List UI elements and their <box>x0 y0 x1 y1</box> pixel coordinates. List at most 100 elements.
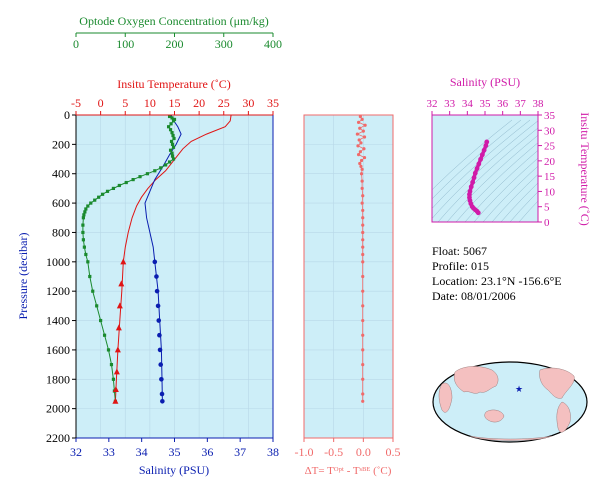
delta-point <box>361 333 365 337</box>
temperature-tick-label: 25 <box>218 96 230 110</box>
oxygen-point <box>170 116 174 120</box>
salinity-point <box>152 259 158 265</box>
ts-density-contour <box>437 127 538 222</box>
oxygen-point <box>169 139 174 144</box>
profile-series <box>81 114 232 404</box>
delta-point <box>359 141 363 145</box>
delta-point <box>358 114 362 119</box>
ts-temperature-tick-label: 20 <box>544 156 556 168</box>
delta-plot-area <box>304 115 393 438</box>
delta-point <box>360 186 364 191</box>
ts-salinity-tick-label: 37 <box>515 98 527 110</box>
profile-id: Profile: 015 <box>432 259 489 273</box>
delta-point <box>358 161 362 166</box>
ts-point <box>479 152 485 158</box>
ts-temperature-tick-label: 10 <box>544 186 556 198</box>
delta-point <box>361 348 365 352</box>
oxygen-point <box>99 318 103 323</box>
oxygen-point <box>81 238 85 242</box>
oxygen-point <box>86 260 90 264</box>
oxygen-tick-label: 200 <box>166 37 184 51</box>
salinity-tick-label: 38 <box>267 445 279 459</box>
temperature-tick-label: 10 <box>144 96 156 110</box>
ts-point <box>483 143 489 148</box>
oxygen-point <box>105 189 110 193</box>
profile-panel: 0200400600800100012001400160018002000220… <box>16 14 282 477</box>
delta-frame <box>303 114 394 439</box>
delta-point <box>361 318 365 323</box>
delta-point <box>361 377 365 381</box>
oxygen-point <box>83 210 87 214</box>
salinity-tick-label: 36 <box>201 445 213 459</box>
ts-density-contour <box>432 119 522 200</box>
oxygen-point <box>172 136 176 141</box>
ts-point <box>470 179 476 185</box>
oxygen-point <box>91 289 95 293</box>
oxygen-tick-label: 100 <box>116 37 134 51</box>
map-land-south-america <box>556 401 571 433</box>
ts-series <box>467 139 490 216</box>
float-info-block: Float: 5067 Profile: 015 Location: 23.1°… <box>432 244 562 304</box>
delta-point <box>361 238 365 242</box>
oxygen-point <box>167 114 172 119</box>
oxygen-point <box>102 333 107 337</box>
delta-ticks: -1.0 -0.5 0.0 0.5 <box>295 438 401 459</box>
delta-point <box>361 304 365 308</box>
delta-point <box>361 289 365 293</box>
temperature-tick-label: 5 <box>122 96 128 110</box>
ts-point <box>478 156 483 162</box>
delta-point <box>358 126 362 130</box>
temperature-tick-label: 0 <box>98 96 104 110</box>
ts-salinity-tick-label: 34 <box>462 98 474 110</box>
ts-point <box>476 161 482 167</box>
delta-point <box>361 245 365 249</box>
oxygen-point <box>171 145 176 149</box>
delta-point <box>361 129 365 133</box>
delta-point <box>362 135 367 139</box>
ts-plot-area <box>432 115 538 222</box>
oxygen-point <box>171 157 176 161</box>
oxygen-tick-label: 300 <box>215 37 233 51</box>
delta-point <box>361 230 365 235</box>
delta-panel: -1.0 -0.5 0.0 0.5 ΔT= Tᴼᵖᵗ - Tˢᴮᴱ (˚C) <box>295 114 401 477</box>
salinity-point <box>154 288 160 294</box>
oxygen-point <box>81 230 85 235</box>
delta-point <box>355 132 359 136</box>
pressure-tick-label: 200 <box>52 137 70 151</box>
temperature-tick-label: 30 <box>242 96 254 110</box>
delta-point <box>359 164 363 168</box>
oxygen-point <box>170 154 175 158</box>
oxygen-tick-label: 400 <box>264 37 282 51</box>
ts-temperature-tick-label: 5 <box>544 202 550 214</box>
temperature-point <box>115 324 122 331</box>
oxygen-point <box>138 175 142 179</box>
delta-axis-label: ΔT= Tᴼᵖᵗ - Tˢᴮᴱ (˚C) <box>305 465 392 477</box>
temperature-point <box>116 302 123 309</box>
delta-point <box>356 153 361 157</box>
oxygen-point <box>167 160 172 164</box>
temperature-tick-label: -5 <box>71 96 81 110</box>
oxygen-point <box>117 183 121 188</box>
ts-density-contour <box>509 191 538 222</box>
delta-series <box>355 114 367 403</box>
world-map: ★ <box>432 361 588 443</box>
salinity-tick-label: 34 <box>136 445 148 459</box>
oxygen-point <box>111 186 116 191</box>
temperature-tick-label: 15 <box>169 96 181 110</box>
ts-salinity-ticks: 32 33 34 35 36 37 38 <box>427 98 544 115</box>
oxygen-point <box>106 348 111 352</box>
salinity-tick-label: 37 <box>234 445 246 459</box>
salinity-point <box>157 332 162 338</box>
temperature-point <box>120 258 127 265</box>
delta-point <box>360 201 364 205</box>
delta-point <box>359 172 364 176</box>
ts-point <box>472 170 478 176</box>
pressure-tick-label: 1600 <box>46 343 70 357</box>
delta-point <box>362 147 366 151</box>
pressure-axis-label: Pressure (decibar) <box>16 233 30 320</box>
delta-tick-label: 0.0 <box>356 445 371 459</box>
delta-point <box>361 260 365 264</box>
map-land-africa-europe <box>438 382 453 413</box>
ts-density-contour <box>491 174 538 222</box>
delta-point <box>356 144 360 148</box>
